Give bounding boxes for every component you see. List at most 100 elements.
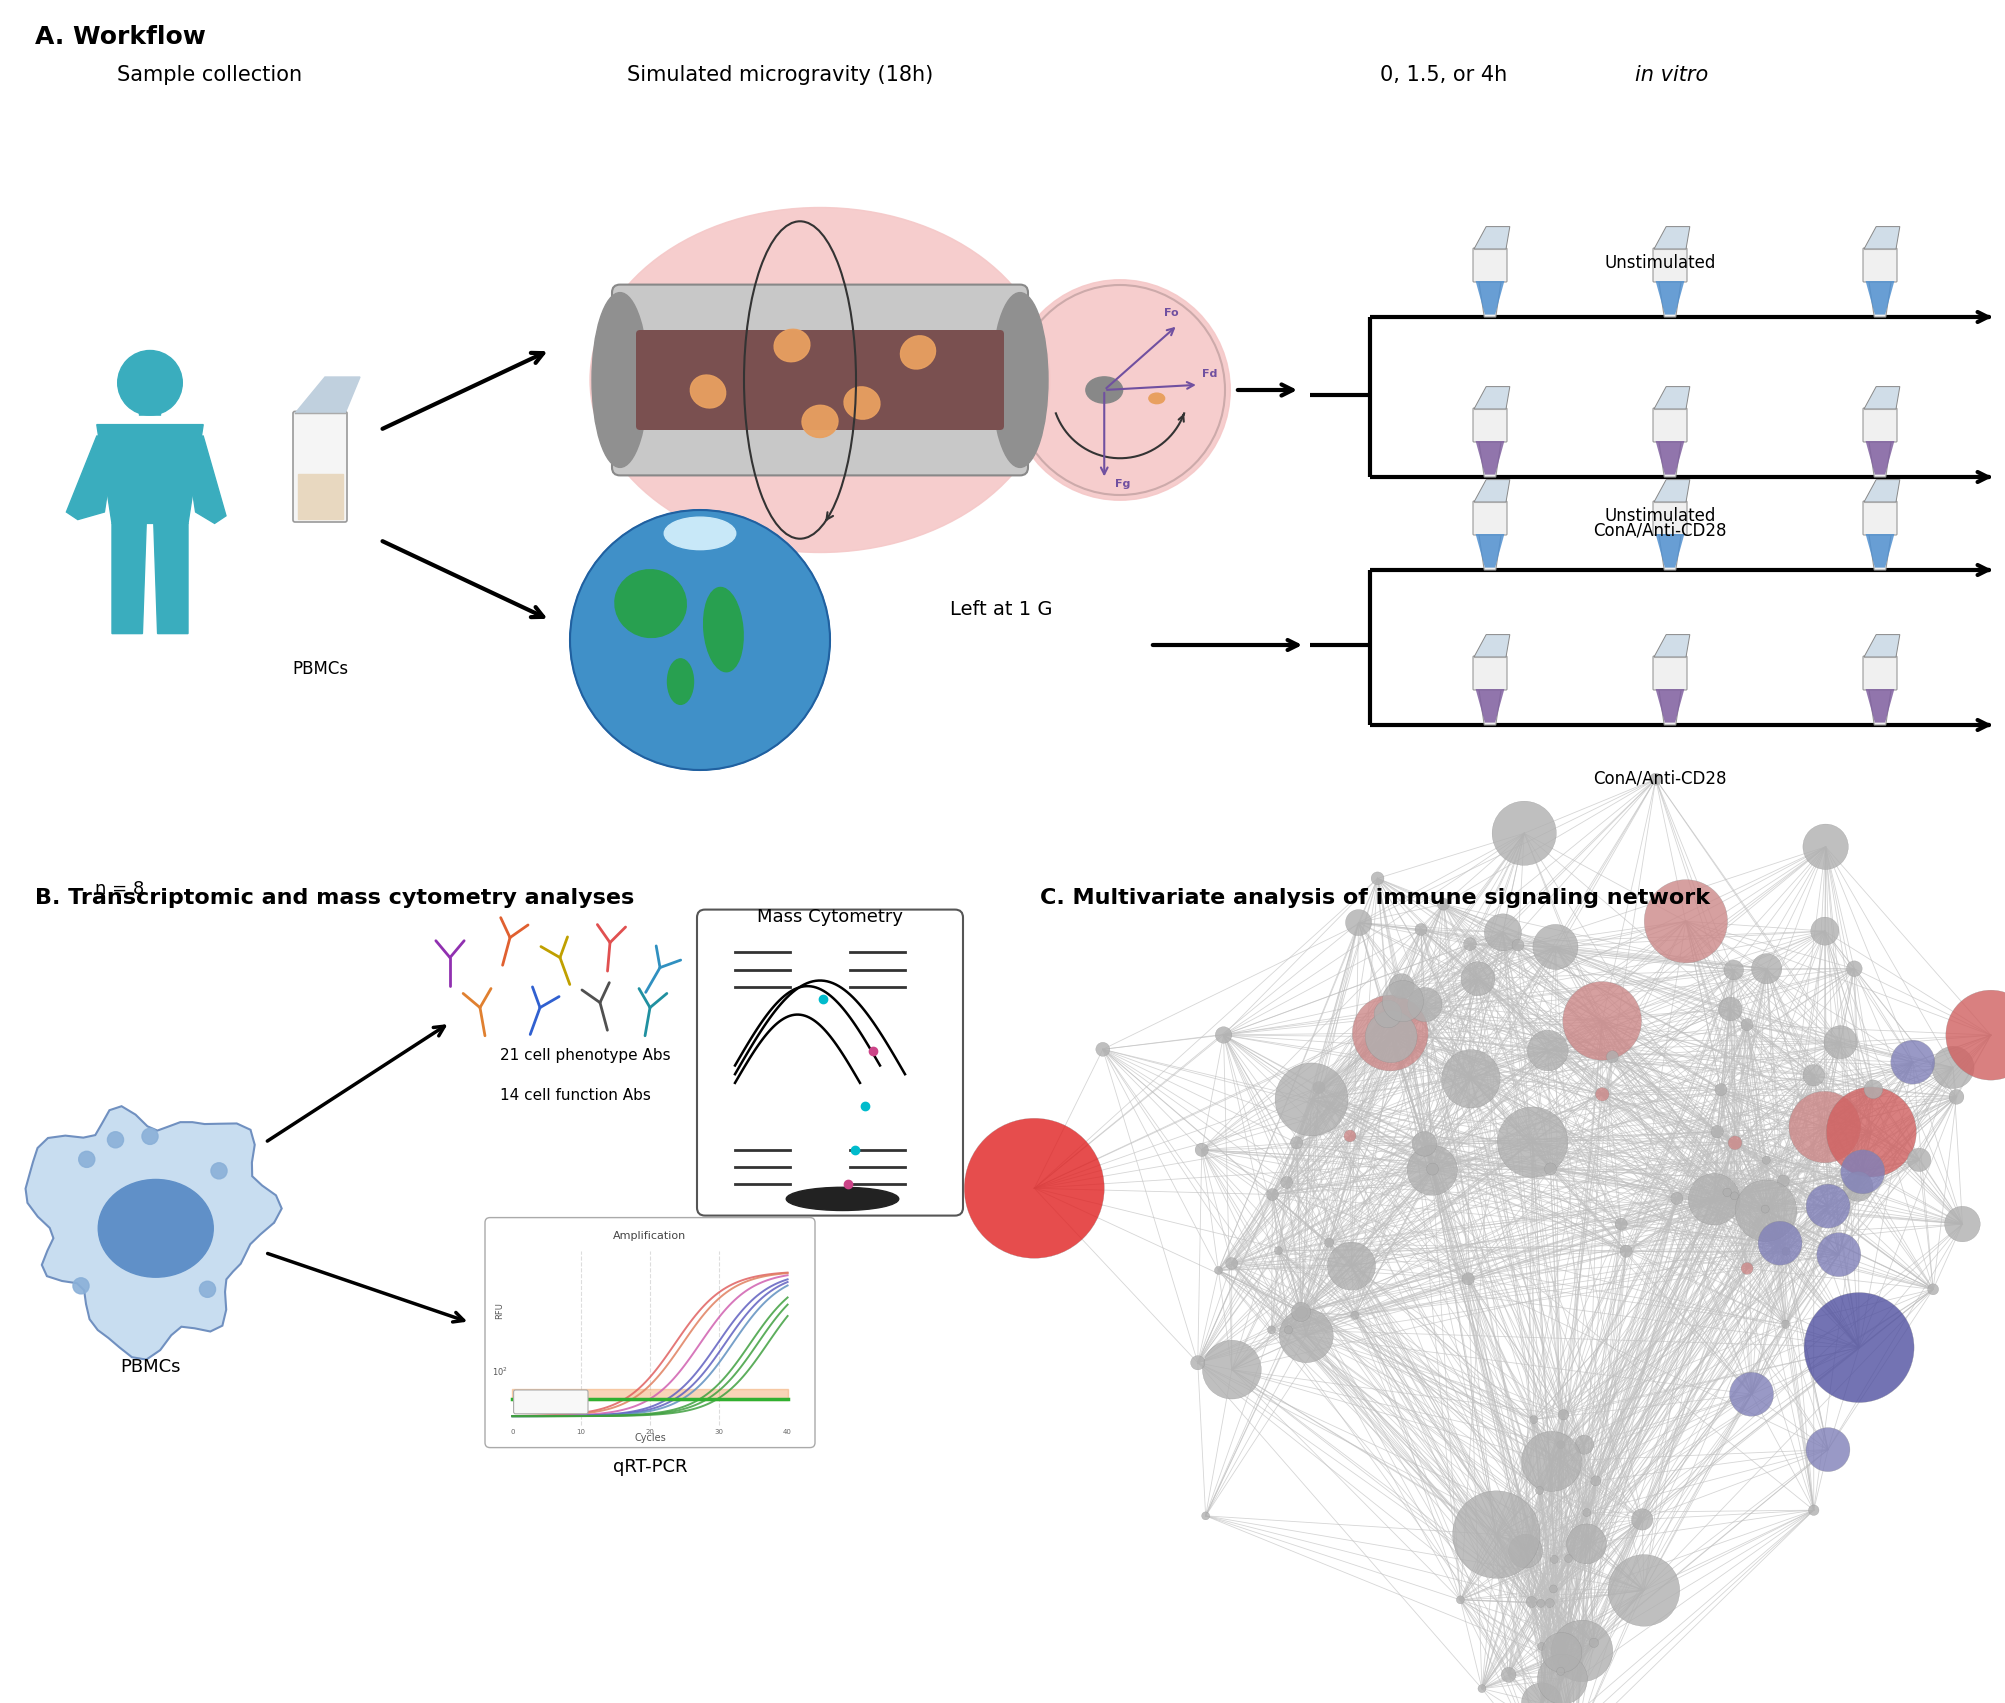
Circle shape [1620, 1245, 1632, 1257]
Circle shape [1550, 1555, 1558, 1563]
Circle shape [1536, 1642, 1544, 1650]
Polygon shape [1474, 387, 1510, 409]
Ellipse shape [664, 518, 736, 550]
Circle shape [1931, 1046, 1973, 1088]
Text: Unstimulated: Unstimulated [1604, 254, 1714, 272]
Circle shape [1343, 1129, 1355, 1143]
Circle shape [1009, 279, 1229, 501]
Text: Fd: Fd [1201, 370, 1217, 380]
FancyBboxPatch shape [1652, 409, 1686, 443]
Polygon shape [1654, 480, 1688, 502]
Circle shape [1566, 1524, 1606, 1563]
Polygon shape [1474, 635, 1510, 657]
Circle shape [1907, 1148, 1931, 1172]
FancyBboxPatch shape [513, 1390, 587, 1413]
FancyBboxPatch shape [1652, 249, 1686, 283]
Circle shape [1191, 1356, 1205, 1369]
Circle shape [1265, 1189, 1277, 1201]
Circle shape [1825, 1087, 1915, 1177]
Circle shape [211, 1163, 227, 1178]
Circle shape [1788, 1092, 1859, 1163]
Circle shape [1526, 1030, 1568, 1071]
Polygon shape [1863, 387, 1899, 409]
Circle shape [1512, 938, 1524, 950]
Circle shape [1536, 1599, 1544, 1608]
Polygon shape [1654, 281, 1684, 315]
Text: 0: 0 [509, 1429, 515, 1436]
FancyBboxPatch shape [1472, 656, 1506, 690]
Circle shape [1213, 1267, 1221, 1274]
Circle shape [1841, 1150, 1885, 1194]
Circle shape [1710, 1126, 1722, 1138]
Circle shape [78, 1151, 94, 1167]
Polygon shape [66, 436, 116, 519]
Ellipse shape [802, 405, 838, 438]
Circle shape [1843, 1172, 1873, 1201]
Ellipse shape [616, 571, 686, 637]
Text: $10^2$: $10^2$ [491, 1366, 507, 1378]
Polygon shape [96, 424, 203, 523]
Circle shape [1648, 773, 1660, 785]
Circle shape [1927, 1284, 1937, 1294]
Text: Fg: Fg [1115, 479, 1129, 489]
Circle shape [1544, 1599, 1554, 1608]
Circle shape [964, 1119, 1103, 1259]
Circle shape [1688, 1173, 1738, 1224]
Circle shape [72, 1277, 88, 1294]
Circle shape [1670, 1192, 1682, 1204]
Polygon shape [1474, 657, 1506, 725]
Text: 14 cell function Abs: 14 cell function Abs [499, 1088, 650, 1102]
Ellipse shape [690, 375, 726, 409]
Circle shape [1542, 1633, 1582, 1672]
Text: RFU: RFU [495, 1303, 503, 1320]
Text: Left at 1 G: Left at 1 G [950, 601, 1053, 620]
Circle shape [1760, 1156, 1768, 1165]
Polygon shape [1865, 690, 1893, 722]
Polygon shape [1476, 281, 1504, 315]
Circle shape [1273, 1247, 1281, 1255]
Circle shape [1780, 1247, 1788, 1255]
Circle shape [1095, 1042, 1109, 1056]
Circle shape [1558, 1655, 1568, 1667]
Circle shape [1373, 1000, 1401, 1029]
Circle shape [142, 1129, 158, 1144]
Circle shape [1452, 1490, 1540, 1579]
Ellipse shape [774, 329, 810, 361]
Text: Cycles: Cycles [634, 1432, 666, 1442]
FancyBboxPatch shape [485, 1218, 814, 1448]
Circle shape [1823, 1025, 1857, 1059]
Ellipse shape [668, 659, 694, 705]
Ellipse shape [704, 588, 742, 671]
Circle shape [569, 509, 830, 770]
Circle shape [1550, 1620, 1612, 1681]
Text: PBMCs: PBMCs [293, 661, 349, 678]
Circle shape [1408, 988, 1442, 1022]
Text: qRT-PCR: qRT-PCR [612, 1458, 688, 1475]
Circle shape [1780, 1320, 1788, 1328]
FancyBboxPatch shape [696, 909, 962, 1216]
Circle shape [1630, 1509, 1652, 1529]
Circle shape [1406, 1144, 1456, 1196]
Circle shape [1845, 960, 1861, 976]
Circle shape [1728, 1373, 1772, 1417]
Circle shape [1536, 1654, 1586, 1703]
Polygon shape [1654, 657, 1684, 725]
Text: Unstimulated: Unstimulated [1604, 507, 1714, 525]
Circle shape [1267, 1327, 1275, 1333]
Circle shape [1438, 897, 1450, 909]
Polygon shape [1654, 690, 1684, 722]
Polygon shape [1863, 657, 1895, 725]
Text: 0, 1.5, or 4h: 0, 1.5, or 4h [1379, 65, 1514, 85]
Circle shape [1949, 1090, 1963, 1104]
Circle shape [1289, 1136, 1301, 1150]
Circle shape [1460, 962, 1494, 996]
Circle shape [1740, 1262, 1752, 1274]
Circle shape [1943, 1206, 1979, 1241]
Circle shape [1532, 925, 1578, 969]
Text: in vitro: in vitro [1634, 65, 1708, 85]
Circle shape [1492, 800, 1556, 865]
Circle shape [1582, 1509, 1590, 1517]
Text: Sample collection: Sample collection [118, 65, 303, 85]
Circle shape [1750, 954, 1780, 984]
Circle shape [1387, 974, 1414, 998]
